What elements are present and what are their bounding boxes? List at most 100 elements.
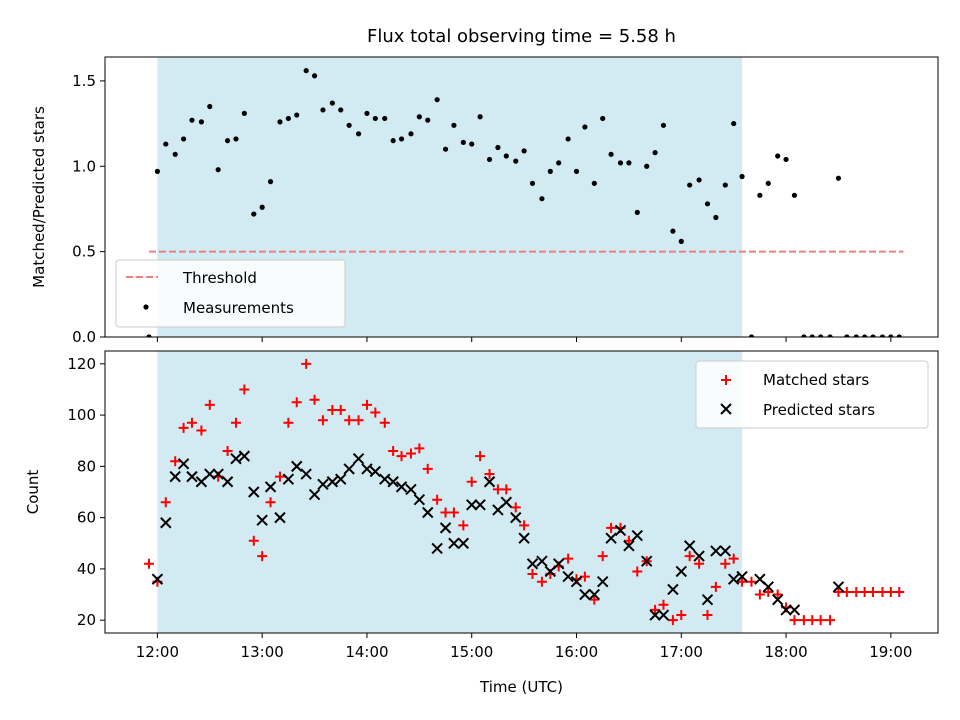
measurement-point xyxy=(163,141,169,147)
x-tick-label: 19:00 xyxy=(869,643,912,661)
matched-star-point xyxy=(361,399,372,410)
matched-star-point xyxy=(589,594,600,605)
measurement-point xyxy=(146,334,152,337)
measurement-point xyxy=(539,196,545,202)
matched-star-point xyxy=(597,551,608,562)
measurement-point xyxy=(346,122,352,128)
matched-star-point xyxy=(309,394,320,405)
x-tick-label: 16:00 xyxy=(555,643,598,661)
matched-star-point xyxy=(327,404,338,415)
matched-star-point xyxy=(728,553,739,564)
measurement-point xyxy=(477,114,483,120)
predicted-star-point xyxy=(369,465,382,478)
predicted-star-point xyxy=(335,473,347,485)
measurement-point xyxy=(251,211,257,217)
measurement-point xyxy=(329,100,335,106)
matched-star-point xyxy=(196,425,207,436)
matched-star-point xyxy=(754,589,765,600)
legend-matched-label: Matched stars xyxy=(763,371,869,389)
matched-star-point xyxy=(448,507,459,518)
matched-star-point xyxy=(815,615,826,626)
matched-star-point xyxy=(178,422,189,433)
measurement-point xyxy=(739,173,745,180)
matched-star-point xyxy=(301,358,312,369)
matched-star-point xyxy=(658,599,669,610)
x-tick-label: 18:00 xyxy=(764,643,807,661)
matched-star-point xyxy=(579,571,590,582)
measurement-point xyxy=(704,201,711,207)
measurement-point xyxy=(896,334,902,337)
measurement-point xyxy=(775,153,781,159)
y-tick-label: 0.5 xyxy=(72,243,96,261)
y-tick-label: 100 xyxy=(67,406,96,424)
legend-ratio: Threshold Measurements xyxy=(115,259,346,328)
matched-star-point xyxy=(414,443,425,454)
matched-star-point xyxy=(859,586,870,597)
measurement-point xyxy=(241,110,247,116)
measurement-point xyxy=(801,334,807,337)
predicted-star-point xyxy=(518,532,530,544)
predicted-star-point xyxy=(780,604,792,616)
matched-star-point xyxy=(851,586,862,597)
matched-star-point xyxy=(422,463,433,474)
predicted-star-point xyxy=(832,581,845,593)
measurement-point xyxy=(827,334,833,337)
measurement-point xyxy=(783,156,789,163)
predicted-star-point xyxy=(667,583,679,596)
measurement-point xyxy=(233,136,239,142)
matched-star-point xyxy=(632,566,643,577)
predicted-star-point xyxy=(308,488,321,501)
matched-star-point xyxy=(702,610,713,621)
measurement-point xyxy=(696,177,702,183)
measurement-point xyxy=(678,238,684,244)
matched-star-point xyxy=(291,397,302,408)
y-tick-label: 40 xyxy=(77,560,96,578)
measurement-point xyxy=(713,214,719,221)
predicted-star-point xyxy=(448,537,460,549)
measurement-point xyxy=(364,110,370,116)
y-axis-label-count: Count xyxy=(24,470,42,515)
measurement-point xyxy=(425,117,431,123)
measurement-point xyxy=(486,156,493,163)
measurement-point xyxy=(652,150,658,156)
matched-star-point xyxy=(396,451,407,462)
legend-predicted-label: Predicted stars xyxy=(763,401,875,419)
x-tick-label: 14:00 xyxy=(345,643,388,661)
predicted-star-point xyxy=(701,593,714,606)
measurement-point xyxy=(818,334,824,337)
predicted-star-point xyxy=(483,476,496,488)
measurement-point xyxy=(451,122,457,128)
predicted-star-point xyxy=(352,452,365,465)
measurement-point xyxy=(731,120,737,127)
predicted-star-point xyxy=(510,511,522,524)
measurement-point xyxy=(870,334,876,337)
measurement-point xyxy=(390,138,396,144)
x-tick-label: 13:00 xyxy=(241,643,284,661)
matched-star-point xyxy=(248,535,259,546)
matched-star-point xyxy=(536,576,547,587)
measurement-point xyxy=(207,103,213,110)
predicted-star-point xyxy=(439,522,452,534)
chart-title: Flux total observing time = 5.58 h xyxy=(367,26,676,47)
matched-star-point xyxy=(877,586,888,597)
y-tick-label: 120 xyxy=(67,355,96,373)
measurement-point xyxy=(224,138,231,144)
predicted-star-point xyxy=(431,542,443,555)
matched-star-point xyxy=(772,589,783,600)
predicted-star-point xyxy=(552,558,565,570)
measurement-point xyxy=(529,180,536,186)
measurement-point xyxy=(791,192,798,198)
x-tick-label: 12:00 xyxy=(136,643,179,661)
y-tick-label: 20 xyxy=(77,611,96,629)
measurement-point xyxy=(634,209,640,215)
predicted-star-point xyxy=(291,460,303,473)
measurement-point xyxy=(879,334,886,337)
measurement-point xyxy=(398,136,405,142)
measurement-point xyxy=(416,114,422,120)
predicted-star-point xyxy=(186,470,198,483)
matched-star-point xyxy=(510,502,521,513)
matched-star-point xyxy=(204,399,215,410)
predicted-star-point xyxy=(212,468,224,480)
predicted-star-point xyxy=(588,588,601,601)
matched-star-point xyxy=(563,553,574,564)
